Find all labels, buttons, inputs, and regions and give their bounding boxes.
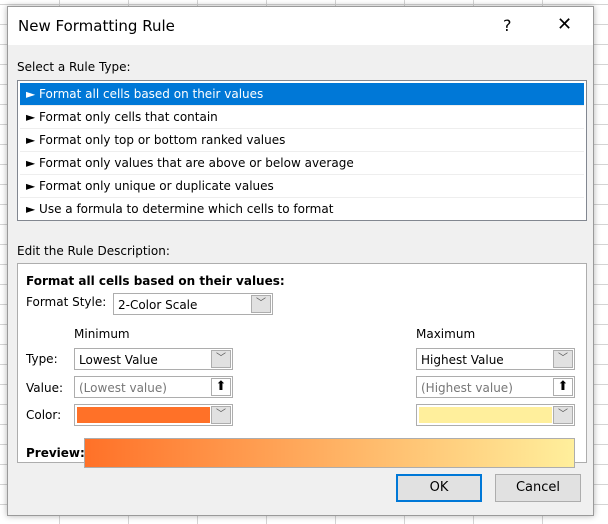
title-bar: New Formatting Rule ? ✕ (8, 7, 593, 45)
rule-type-item[interactable]: ► Use a formula to determine which cells… (26, 202, 334, 216)
rule-type-list[interactable]: ► Format all cells based on their values… (17, 80, 587, 221)
range-select-icon[interactable]: ⬆ (553, 378, 573, 396)
chevron-down-icon[interactable]: ﹀ (553, 350, 573, 368)
minimum-value-input[interactable]: (Lowest value) ⬆ (74, 376, 233, 398)
chevron-down-icon[interactable]: ﹀ (553, 406, 573, 424)
type-label: Type: (26, 352, 58, 366)
rule-type-item[interactable]: ► Format only unique or duplicate values (20, 175, 584, 198)
preview-label: Preview: (26, 446, 85, 460)
dialog-title: New Formatting Rule (18, 17, 175, 35)
select-rule-type-label: Select a Rule Type: (17, 60, 131, 74)
description-heading: Format all cells based on their values: (26, 274, 285, 288)
format-style-dropdown[interactable]: 2-Color Scale ﹀ (113, 293, 273, 315)
close-button[interactable]: ✕ (557, 14, 573, 35)
chevron-down-icon[interactable]: ﹀ (251, 295, 271, 313)
maximum-type-dropdown[interactable]: Highest Value ﹀ (416, 348, 575, 370)
value-label: Value: (26, 381, 63, 395)
rule-type-item[interactable]: ► Format only values that are above or b… (20, 152, 584, 175)
maximum-type-value: Highest Value (421, 353, 504, 367)
minimum-heading: Minimum (74, 327, 130, 341)
minimum-color-swatch (77, 407, 210, 423)
rule-type-item[interactable]: ► Format only cells that contain (20, 106, 584, 129)
preview-gradient (84, 438, 575, 468)
new-formatting-rule-dialog: New Formatting Rule ? ✕ Select a Rule Ty… (7, 6, 594, 516)
maximum-heading: Maximum (416, 327, 476, 341)
rule-description-panel: Format all cells based on their values: … (17, 263, 587, 468)
chevron-down-icon[interactable]: ﹀ (211, 406, 231, 424)
help-button[interactable]: ? (503, 16, 512, 35)
minimum-type-dropdown[interactable]: Lowest Value ﹀ (74, 348, 233, 370)
cancel-button[interactable]: Cancel (495, 474, 581, 502)
range-select-icon[interactable]: ⬆ (211, 378, 231, 396)
maximum-value-input[interactable]: (Highest value) ⬆ (416, 376, 575, 398)
maximum-color-dropdown[interactable]: ﹀ (416, 404, 575, 426)
rule-type-item[interactable]: ► Format only top or bottom ranked value… (20, 129, 584, 152)
ok-button[interactable]: OK (396, 474, 482, 502)
edit-rule-description-label: Edit the Rule Description: (17, 244, 170, 258)
maximum-value-placeholder: (Highest value) (421, 381, 513, 395)
format-style-value: 2-Color Scale (118, 298, 198, 312)
chevron-down-icon[interactable]: ﹀ (211, 350, 231, 368)
maximum-color-swatch (419, 407, 552, 423)
color-label: Color: (26, 408, 62, 422)
format-style-label: Format Style: (26, 295, 107, 309)
minimum-color-dropdown[interactable]: ﹀ (74, 404, 233, 426)
rule-type-item[interactable]: ► Format all cells based on their values (20, 83, 584, 106)
minimum-type-value: Lowest Value (79, 353, 158, 367)
minimum-value-placeholder: (Lowest value) (79, 381, 167, 395)
